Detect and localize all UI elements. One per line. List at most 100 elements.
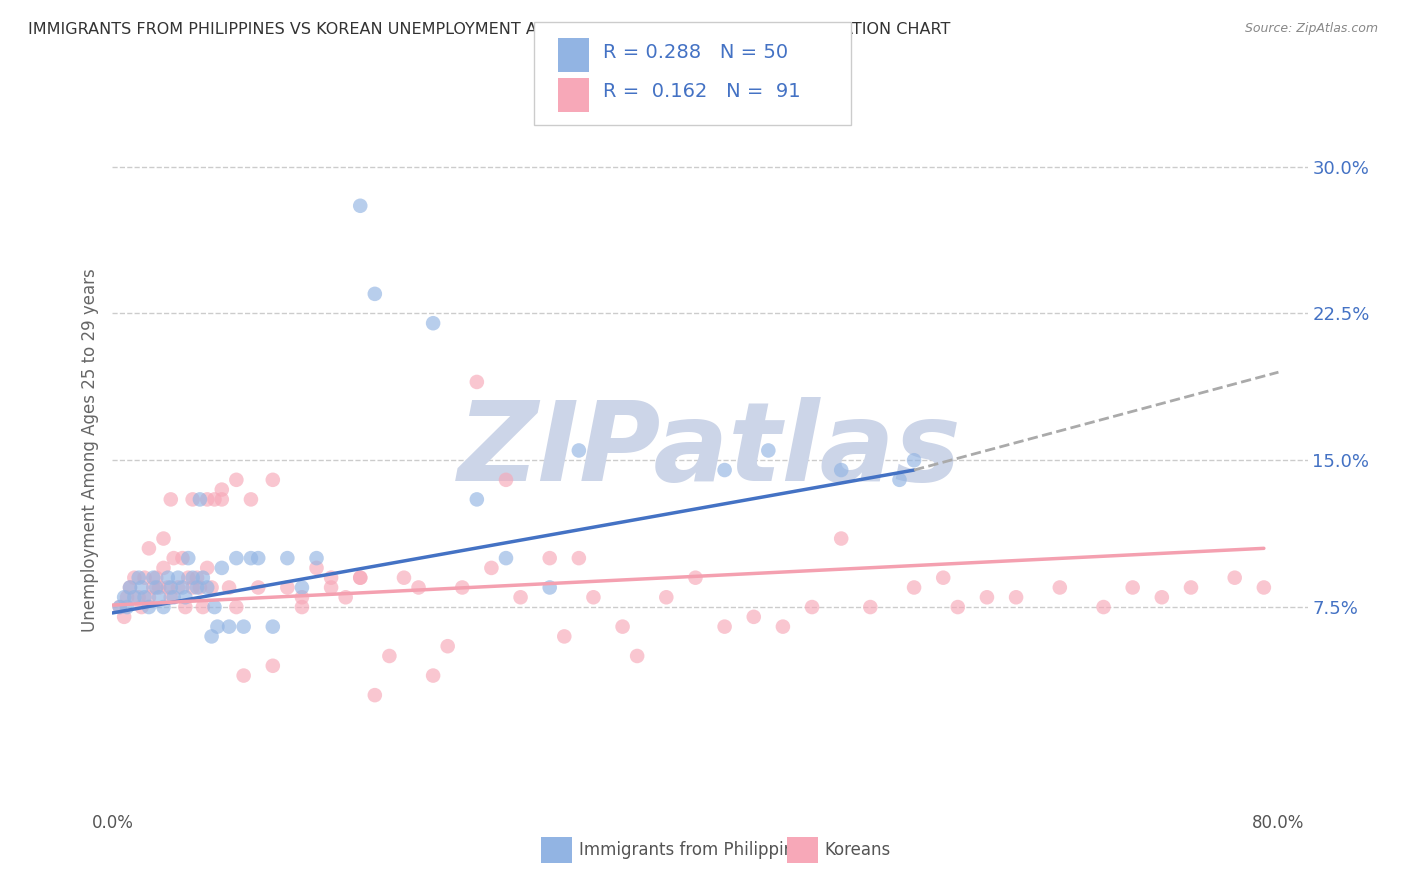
Point xyxy=(276,551,298,566)
Point xyxy=(291,591,314,605)
Point xyxy=(159,492,181,507)
Point xyxy=(335,591,357,605)
Point xyxy=(163,551,186,566)
Point xyxy=(451,581,474,595)
Point xyxy=(138,541,160,556)
Point xyxy=(568,443,591,458)
Point xyxy=(364,286,387,301)
Point xyxy=(903,581,925,595)
Point xyxy=(378,648,401,663)
Point xyxy=(124,591,146,605)
Point xyxy=(305,551,328,566)
Point xyxy=(134,591,156,605)
Point xyxy=(772,619,794,633)
Point xyxy=(1005,591,1028,605)
Text: R =  0.162   N =  91: R = 0.162 N = 91 xyxy=(603,82,801,101)
Point xyxy=(152,600,174,615)
Point xyxy=(465,492,488,507)
Point xyxy=(211,561,233,575)
Text: R = 0.288   N = 50: R = 0.288 N = 50 xyxy=(603,43,789,62)
Point xyxy=(801,600,824,615)
Point xyxy=(626,648,648,663)
Point xyxy=(495,551,517,566)
Point xyxy=(756,443,779,458)
Point xyxy=(582,591,605,605)
Point xyxy=(163,591,186,605)
Point xyxy=(218,619,240,633)
Point xyxy=(976,591,998,605)
Point xyxy=(239,492,262,507)
Point xyxy=(262,619,284,633)
Point xyxy=(181,492,204,507)
Point xyxy=(225,551,247,566)
Point xyxy=(225,473,247,487)
Point xyxy=(232,619,254,633)
Point xyxy=(1223,571,1246,585)
Point xyxy=(568,551,591,566)
Point xyxy=(181,581,204,595)
Point xyxy=(115,600,138,615)
Point xyxy=(946,600,969,615)
Point xyxy=(152,561,174,575)
Point xyxy=(932,571,955,585)
Point xyxy=(1180,581,1202,595)
Point xyxy=(172,551,194,566)
Point xyxy=(538,551,561,566)
Point xyxy=(239,551,262,566)
Point xyxy=(174,600,197,615)
Point xyxy=(262,473,284,487)
Point xyxy=(186,581,208,595)
Point xyxy=(436,639,458,653)
Point xyxy=(128,571,150,585)
Point xyxy=(612,619,634,633)
Y-axis label: Unemployment Among Ages 25 to 29 years: Unemployment Among Ages 25 to 29 years xyxy=(80,268,98,632)
Point xyxy=(115,591,138,605)
Text: Immigrants from Philippines: Immigrants from Philippines xyxy=(579,841,814,859)
Point xyxy=(305,561,328,575)
Point xyxy=(685,571,707,585)
Point xyxy=(319,581,342,595)
Point xyxy=(247,581,270,595)
Point xyxy=(408,581,430,595)
Point xyxy=(392,571,415,585)
Point xyxy=(134,571,156,585)
Point xyxy=(207,619,229,633)
Point xyxy=(167,571,190,585)
Point xyxy=(145,571,167,585)
Point xyxy=(211,483,233,497)
Point xyxy=(262,658,284,673)
Point xyxy=(225,600,247,615)
Point xyxy=(232,668,254,682)
Point xyxy=(830,463,852,477)
Point xyxy=(218,581,240,595)
Point xyxy=(118,581,141,595)
Point xyxy=(145,581,167,595)
Point xyxy=(148,591,170,605)
Point xyxy=(422,316,444,330)
Point xyxy=(349,571,371,585)
Point xyxy=(188,581,211,595)
Point xyxy=(159,591,181,605)
Point xyxy=(481,561,503,575)
Point xyxy=(131,581,153,595)
Point xyxy=(128,591,150,605)
Point xyxy=(195,492,218,507)
Point xyxy=(830,532,852,546)
Point xyxy=(349,571,371,585)
Point xyxy=(495,473,517,487)
Text: Koreans: Koreans xyxy=(824,841,890,859)
Point xyxy=(1092,600,1115,615)
Point xyxy=(191,600,214,615)
Point xyxy=(422,668,444,682)
Point xyxy=(131,600,153,615)
Point xyxy=(903,453,925,467)
Point xyxy=(159,581,181,595)
Point xyxy=(1122,581,1144,595)
Point xyxy=(174,591,197,605)
Point xyxy=(124,571,146,585)
Point xyxy=(742,610,765,624)
Point xyxy=(204,492,226,507)
Point xyxy=(156,581,179,595)
Point xyxy=(186,571,208,585)
Point xyxy=(108,600,131,615)
